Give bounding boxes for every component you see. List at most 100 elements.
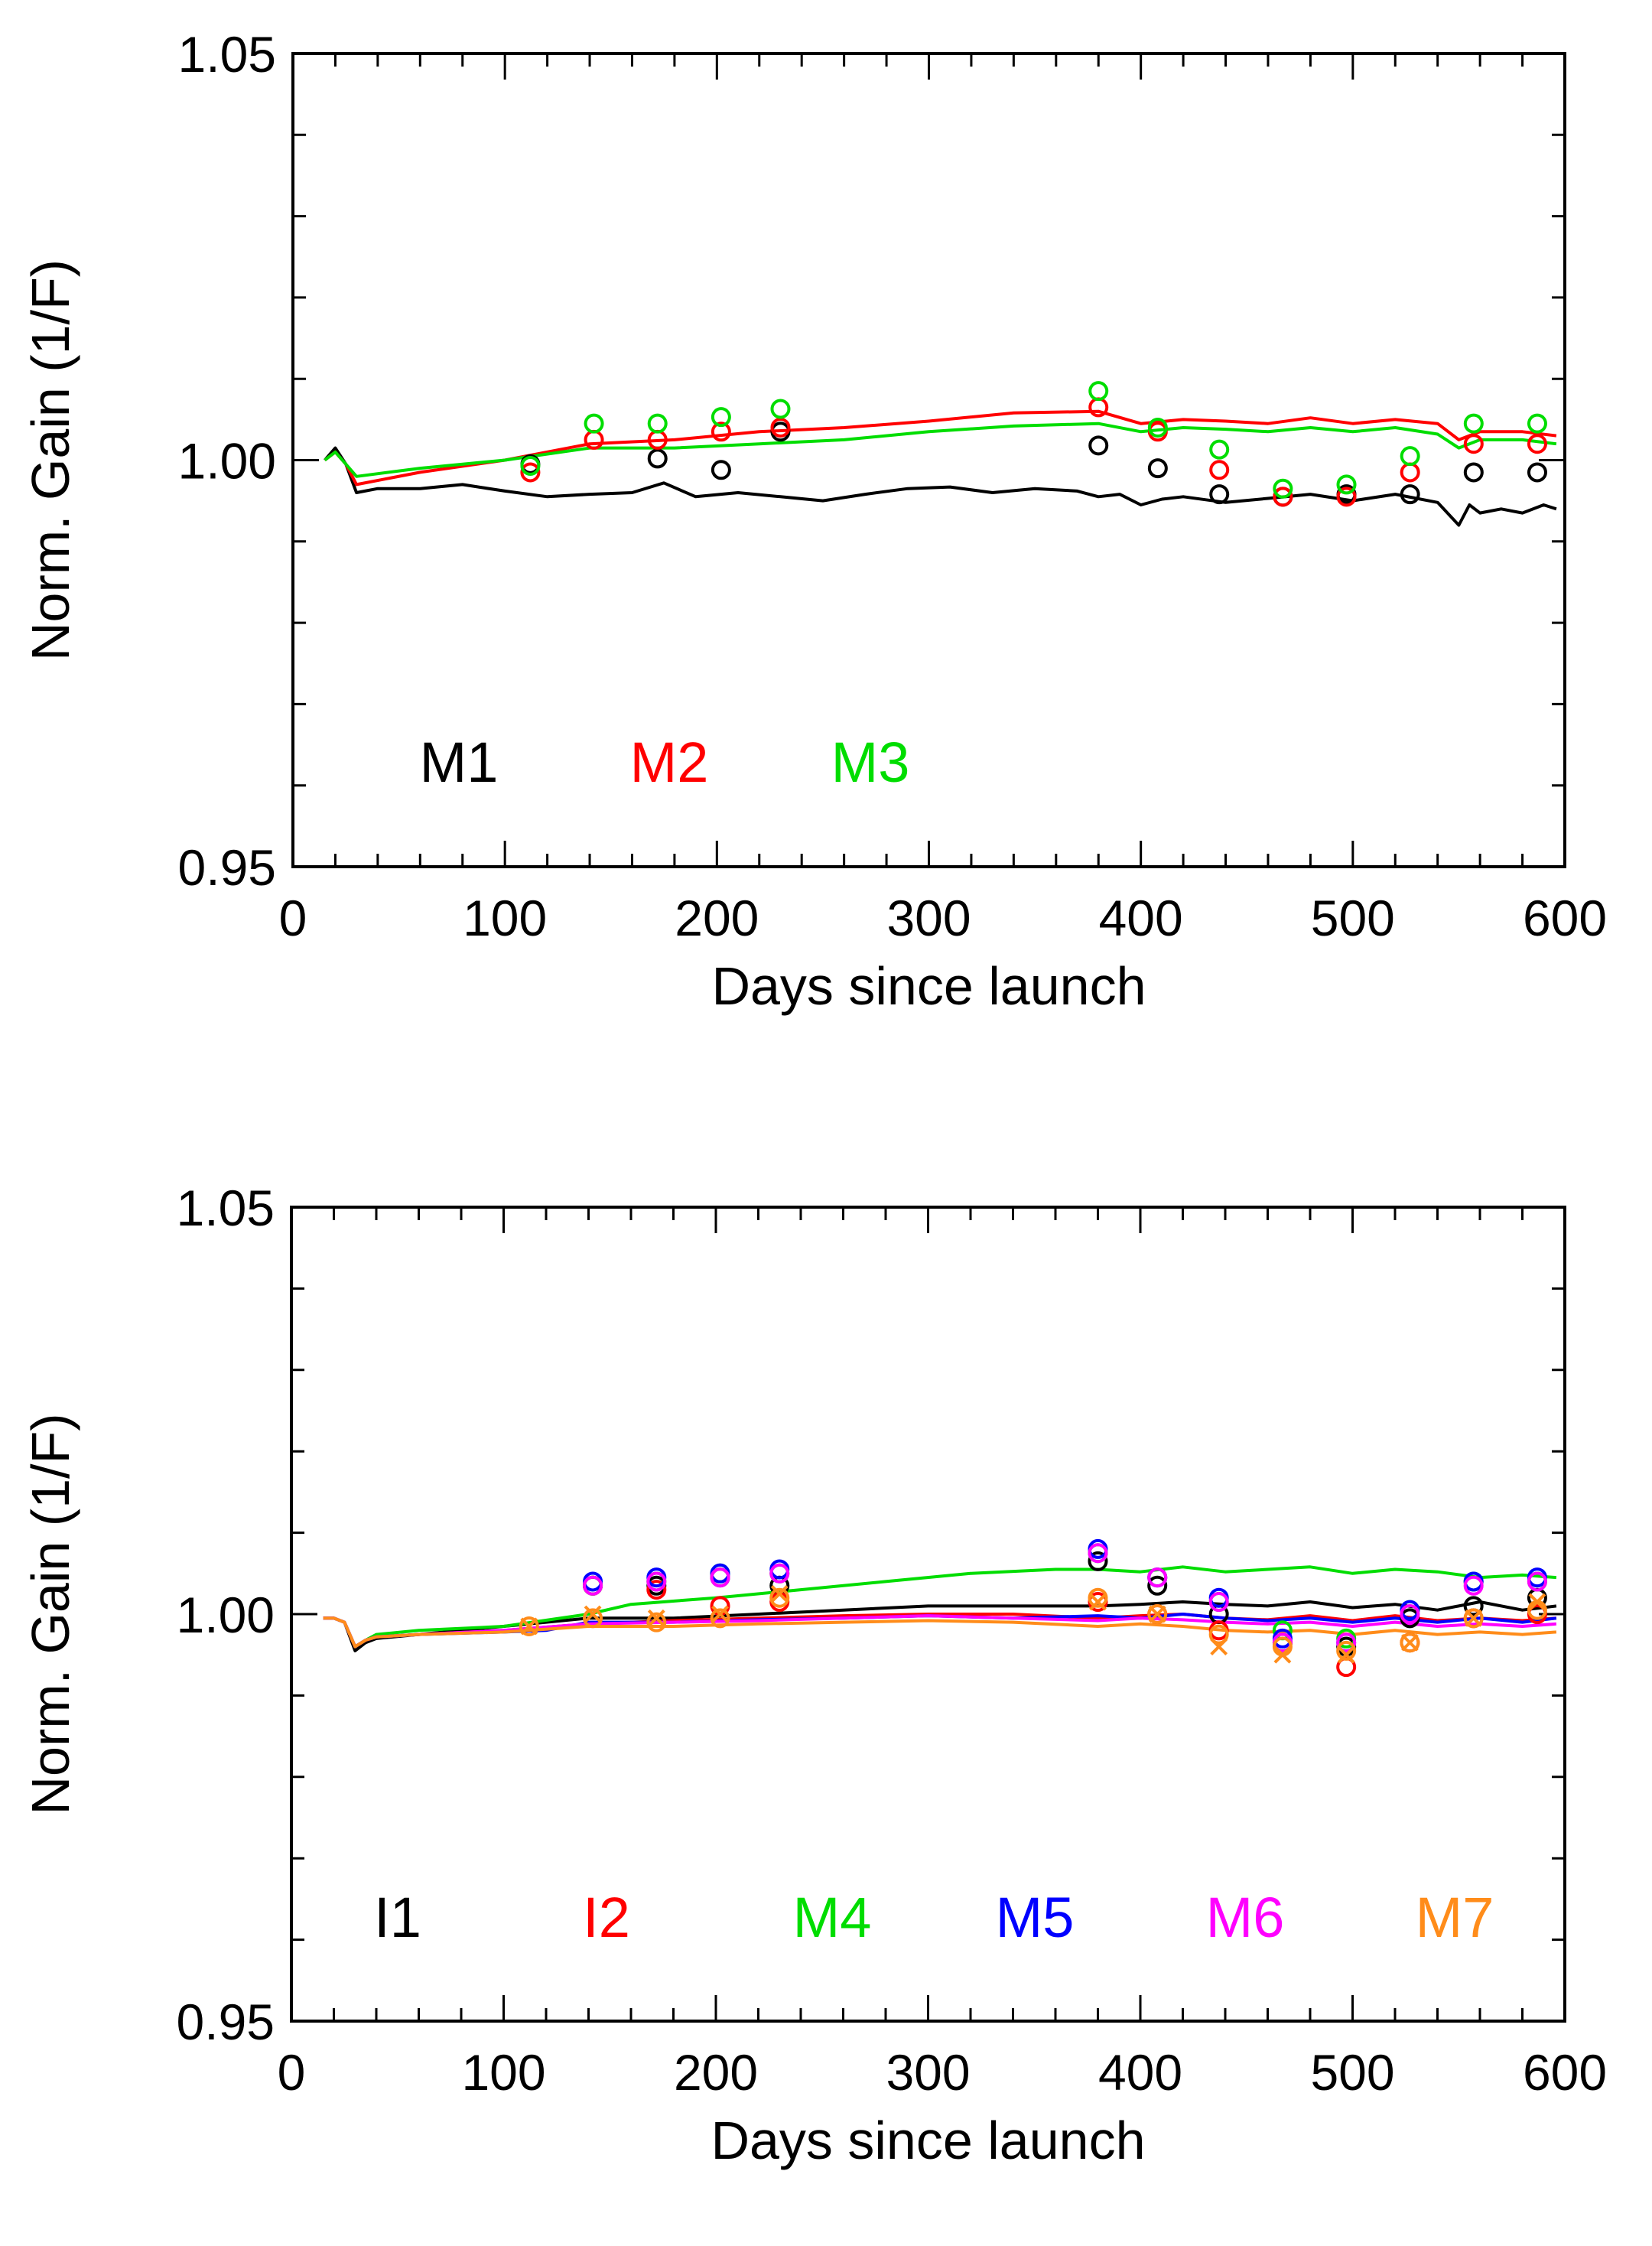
x-tick-label: 100 xyxy=(461,2044,545,2101)
marker-circle-m2 xyxy=(1209,460,1230,480)
legend-label-m4: M4 xyxy=(793,1886,872,1949)
y-tick-label: 1.05 xyxy=(177,1180,275,1236)
series-line-m7 xyxy=(323,1616,1557,1649)
marker-circle-m6 xyxy=(710,1567,730,1588)
y-tick-label: 0.95 xyxy=(178,839,276,896)
x-axis-title: Days since launch xyxy=(711,956,1146,1016)
x-tick-label: 200 xyxy=(675,890,759,946)
marker-circle-m7 xyxy=(1272,1636,1293,1657)
marker-x-m7 xyxy=(1337,1645,1355,1664)
marker-circle-i1 xyxy=(1147,1575,1168,1596)
marker-circle-m6 xyxy=(769,1563,790,1584)
x-axis-title: Days since launch xyxy=(711,2111,1145,2170)
marker-circle-m6 xyxy=(1208,1592,1229,1613)
marker-circle-i1 xyxy=(1088,1551,1108,1571)
marker-x-stroke xyxy=(584,1605,602,1623)
marker-circle-m1 xyxy=(1147,458,1168,479)
marker-circle-m7 xyxy=(1147,1604,1168,1624)
marker-circle-m1 xyxy=(1463,462,1484,483)
x-tick-label: 400 xyxy=(1099,890,1183,946)
y-tick-label: 0.95 xyxy=(177,1994,275,2050)
marker-x-stroke xyxy=(1089,1593,1107,1611)
marker-x-stroke xyxy=(770,1584,789,1603)
marker-circle-m1 xyxy=(1088,435,1109,456)
x-tick-label: 0 xyxy=(279,890,307,946)
marker-circle-m6 xyxy=(1463,1575,1484,1596)
x-tick-label: 0 xyxy=(278,2044,306,2101)
marker-circle-m3 xyxy=(647,413,668,434)
legend-label-i2: I2 xyxy=(583,1886,630,1949)
x-tick-label: 200 xyxy=(674,2044,758,2101)
legend-label-m3: M3 xyxy=(831,731,910,794)
marker-circle-m6 xyxy=(1088,1543,1108,1564)
x-tick-label: 100 xyxy=(463,890,547,946)
marker-circle-m2 xyxy=(770,417,791,438)
marker-circle-m6 xyxy=(646,1571,667,1592)
marker-circle-m3 xyxy=(1336,474,1357,495)
marker-circle-m1 xyxy=(1400,484,1420,505)
marker-circle-m3 xyxy=(1273,478,1293,499)
y-tick-label: 1.05 xyxy=(178,26,276,83)
marker-circle-m2 xyxy=(1463,434,1484,454)
marker-circle-m7 xyxy=(1400,1632,1420,1653)
marker-x-stroke xyxy=(711,1605,729,1623)
marker-circle-m1 xyxy=(647,448,668,469)
marker-circle-m3 xyxy=(520,455,541,476)
marker-x-m7 xyxy=(711,1605,729,1623)
y-axis-title: Norm. Gain (1/F) xyxy=(21,1413,80,1815)
marker-circle-m7 xyxy=(646,1612,667,1632)
marker-circle-m3 xyxy=(1400,446,1420,467)
marker-x-stroke xyxy=(647,1609,665,1627)
series-line-i1 xyxy=(323,1600,1557,1652)
marker-x-m7 xyxy=(647,1609,665,1627)
marker-circle-m1 xyxy=(711,460,731,480)
y-axis-title: Norm. Gain (1/F) xyxy=(21,259,80,661)
data-layer xyxy=(324,381,1557,527)
marker-circle-m6 xyxy=(583,1575,603,1596)
series-line-m1 xyxy=(324,446,1557,527)
x-tick-label: 300 xyxy=(886,2044,970,2101)
y-tick-label: 1.00 xyxy=(178,433,276,490)
marker-circle-m7 xyxy=(583,1608,603,1629)
marker-circle-m3 xyxy=(1209,439,1230,460)
x-tick-label: 500 xyxy=(1311,890,1395,946)
marker-x-m7 xyxy=(770,1584,789,1603)
chart-panel-2: 0 100 200 300 400 500 600 0.95 1.00 1.05 Days sinc… xyxy=(21,1180,1607,2170)
marker-circle-m1 xyxy=(1527,462,1547,483)
marker-circle-i1 xyxy=(1463,1596,1484,1616)
y-tick-label: 1.00 xyxy=(177,1587,275,1643)
marker-circle-m3 xyxy=(584,413,604,434)
legend-label-m2: M2 xyxy=(630,731,709,794)
marker-circle-m3 xyxy=(1147,417,1168,438)
marker-circle-m3 xyxy=(1527,413,1547,434)
marker-x-m7 xyxy=(1089,1593,1107,1611)
marker-circle-m7 xyxy=(1527,1600,1547,1620)
x-tick-label: 600 xyxy=(1523,2044,1607,2101)
x-tick-label: 300 xyxy=(886,890,971,946)
series-line-m3 xyxy=(324,422,1557,478)
marker-circle-m1 xyxy=(1209,484,1230,505)
x-tick-label: 500 xyxy=(1310,2044,1394,2101)
marker-circle-m7 xyxy=(769,1587,790,1608)
marker-circle-m7 xyxy=(1463,1608,1484,1629)
legend-label-m1: M1 xyxy=(420,731,499,794)
marker-circle-m2 xyxy=(520,462,541,483)
marker-circle-m3 xyxy=(1463,413,1484,434)
marker-circle-m6 xyxy=(1527,1571,1547,1592)
marker-circle-m2 xyxy=(1527,434,1547,454)
x-tick-label: 400 xyxy=(1098,2044,1182,2101)
marker-circle-m2 xyxy=(711,422,731,442)
marker-circle-m7 xyxy=(519,1616,539,1636)
marker-circle-m3 xyxy=(1088,381,1109,402)
marker-circle-i2 xyxy=(646,1580,667,1600)
marker-circle-m7 xyxy=(1088,1587,1108,1608)
legend-label-m6: M6 xyxy=(1206,1886,1285,1949)
legend-label-m7: M7 xyxy=(1416,1886,1494,1949)
marker-circle-m2 xyxy=(1336,487,1357,507)
chart-panel-1: 0 100 200 300 400 500 600 0.95 1.00 1.05 Days sinc… xyxy=(21,26,1607,1016)
x-tick-label: 600 xyxy=(1523,890,1607,946)
legend-label-m5: M5 xyxy=(996,1886,1075,1949)
marker-circle-m2 xyxy=(1273,487,1293,507)
